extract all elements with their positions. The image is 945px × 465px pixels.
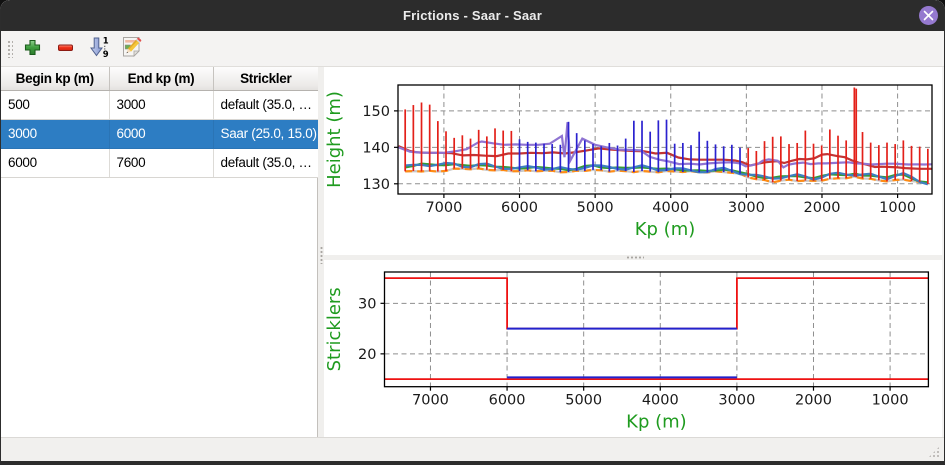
stricklers-chart[interactable]: 7000 6000 5000 4000 3000 2000 1000 20 30 Kp (m) St… (324, 259, 942, 437)
edit-icon (120, 36, 143, 62)
edit-button[interactable] (117, 35, 145, 63)
friction-zones-table: Begin kp (m) End kp (m) Strickler 500 3000 d… (1, 67, 318, 178)
column-header-0[interactable]: Begin kp (m) (1, 67, 110, 91)
close-icon (923, 10, 934, 21)
table-row[interactable]: 500 3000 default (35.0, … (1, 90, 318, 120)
table-cell[interactable]: 6000 (1, 148, 110, 178)
table-row[interactable]: 6000 7600 default (35.0, … (1, 148, 318, 178)
x-tick-label: 7000 (425, 200, 462, 216)
toolbar-drag-handle[interactable] (6, 39, 13, 58)
x-tick-label: 3000 (728, 200, 765, 216)
column-header-2[interactable]: Strickler (213, 67, 318, 91)
column-header-1[interactable]: End kp (m) (109, 67, 214, 91)
vertical-splitter[interactable] (318, 67, 324, 437)
resize-grip[interactable] (928, 446, 940, 458)
table-cell[interactable]: 3000 (109, 90, 214, 120)
y-tick-label: 150 (362, 104, 390, 120)
add-row-button[interactable] (18, 35, 46, 63)
window-title: Frictions - Saar - Saar (403, 8, 542, 23)
sort-ascending-icon: 1 9 (86, 36, 110, 61)
y-tick-label: 140 (362, 140, 390, 156)
svg-text:9: 9 (103, 50, 109, 58)
splitter-grip-icon (626, 255, 644, 259)
table-cell[interactable]: default (35.0, … (213, 148, 318, 178)
svg-text:1: 1 (103, 37, 109, 47)
table-cell[interactable]: default (35.0, … (213, 90, 318, 120)
x-tick-label: 7000 (412, 392, 449, 408)
titlebar[interactable]: Frictions - Saar - Saar (0, 0, 945, 31)
x-tick-label: 5000 (565, 392, 602, 408)
x-axis-label: Kp (m) (635, 219, 696, 240)
x-tick-label: 6000 (489, 392, 526, 408)
y-tick-label: 20 (358, 346, 376, 362)
x-tick-label: 3000 (718, 392, 755, 408)
minus-icon (57, 39, 74, 59)
x-tick-label: 5000 (577, 200, 614, 216)
x-tick-label: 4000 (642, 392, 679, 408)
toolbar: 1 9 (1, 31, 944, 67)
friction-zones-table-panel: Begin kp (m) End kp (m) Strickler 500 3000 d… (1, 67, 318, 437)
horizontal-splitter[interactable] (324, 255, 944, 260)
y-axis-label: Height (m) (324, 91, 345, 188)
height-profile-chart[interactable]: 7000 6000 5000 4000 3000 2000 1000 130 140 150 Kp … (324, 67, 942, 255)
y-tick-label: 30 (358, 296, 376, 312)
table-cell[interactable]: 500 (1, 90, 110, 120)
close-button[interactable] (919, 6, 938, 25)
table-header-row: Begin kp (m) End kp (m) Strickler (1, 67, 318, 91)
table-cell[interactable]: 3000 (1, 119, 110, 149)
splitter-grip-icon (319, 246, 323, 264)
x-tick-label: 1000 (872, 392, 909, 408)
x-tick-label: 2000 (795, 392, 832, 408)
table-cell[interactable]: 7600 (109, 148, 214, 178)
remove-row-button[interactable] (51, 35, 79, 63)
y-tick-label: 130 (362, 177, 390, 193)
x-tick-label: 2000 (804, 200, 841, 216)
series-right-bank-steelblue (405, 161, 929, 186)
x-tick-label: 6000 (501, 200, 538, 216)
sort-rows-button[interactable]: 1 9 (84, 35, 112, 63)
x-tick-label: 1000 (879, 200, 916, 216)
table-cell[interactable]: Saar (25.0, 15.0) (213, 119, 318, 149)
plus-icon (24, 39, 41, 59)
y-axis-label: Stricklers (324, 287, 345, 371)
statusbar (1, 437, 944, 461)
table-row[interactable]: 3000 6000 Saar (25.0, 15.0) (1, 119, 318, 149)
x-tick-label: 4000 (652, 200, 689, 216)
series-min-elevation-orange-dashed (405, 167, 929, 186)
table-cell[interactable]: 6000 (109, 119, 214, 149)
x-axis-label: Kp (m) (626, 411, 687, 432)
